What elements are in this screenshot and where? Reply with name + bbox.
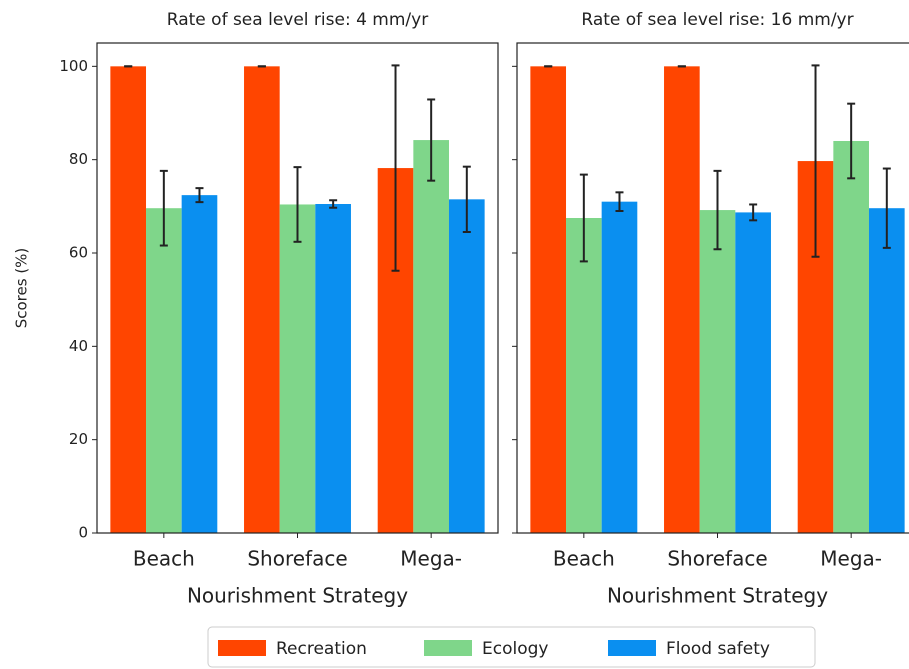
legend-swatch	[218, 640, 266, 656]
legend-label: Ecology	[482, 639, 548, 659]
x-tick-label: Beach	[133, 547, 195, 571]
error-bar	[579, 173, 588, 263]
error-bar	[713, 169, 722, 251]
bar	[601, 201, 638, 533]
bar	[110, 66, 147, 533]
x-axis-label: Nourishment Strategy	[187, 584, 408, 608]
error-bar	[615, 191, 624, 212]
legend-label: Flood safety	[666, 639, 770, 659]
error-bar	[749, 203, 758, 222]
x-tick-label: Beach	[553, 547, 615, 571]
y-tick-label: 60	[69, 244, 88, 262]
legend-box	[207, 626, 816, 668]
error-bar	[882, 167, 891, 249]
error-bar	[427, 98, 436, 182]
bar	[244, 66, 280, 533]
y-tick-label: 0	[78, 524, 88, 542]
bar	[868, 208, 905, 533]
error-bar	[811, 64, 820, 258]
legend-swatch	[608, 640, 656, 656]
axes-frame	[516, 42, 909, 534]
error-bar	[329, 199, 338, 209]
bar	[566, 218, 602, 533]
legend-swatch	[424, 640, 472, 656]
y-tick-label: 40	[69, 337, 88, 355]
bar	[413, 140, 449, 534]
error-bar	[293, 166, 302, 243]
y-tick-label: 100	[59, 57, 88, 75]
error-bar	[195, 187, 204, 204]
y-tick-label: 20	[69, 430, 88, 448]
x-tick-label: Shoreface	[667, 547, 767, 571]
y-tick-label: 80	[69, 150, 88, 168]
error-bar	[391, 64, 400, 272]
x-axis-label: Nourishment Strategy	[607, 584, 828, 608]
legend-label: Recreation	[276, 639, 367, 659]
x-tick-label: Mega-	[820, 547, 882, 571]
bar	[833, 141, 869, 533]
axes-frame	[96, 42, 499, 534]
error-bar	[159, 169, 168, 247]
y-axis-label: Scores (%)	[13, 248, 31, 329]
bar	[699, 210, 736, 534]
bar	[279, 204, 316, 533]
bar	[735, 212, 771, 533]
error-bar	[462, 165, 471, 233]
chart-title: Rate of sea level rise: 16 mm/yr	[581, 10, 853, 30]
x-tick-label: Shoreface	[247, 547, 347, 571]
bar	[315, 204, 351, 533]
error-bar	[847, 102, 856, 180]
bar	[146, 208, 182, 533]
bar	[181, 195, 218, 533]
x-tick-label: Mega-	[400, 547, 462, 571]
legend: Recreation Ecology Flood safety	[207, 626, 816, 668]
bar	[664, 66, 700, 533]
chart-title: Rate of sea level rise: 4 mm/yr	[167, 10, 428, 30]
bar	[448, 199, 485, 534]
bar	[530, 66, 567, 533]
